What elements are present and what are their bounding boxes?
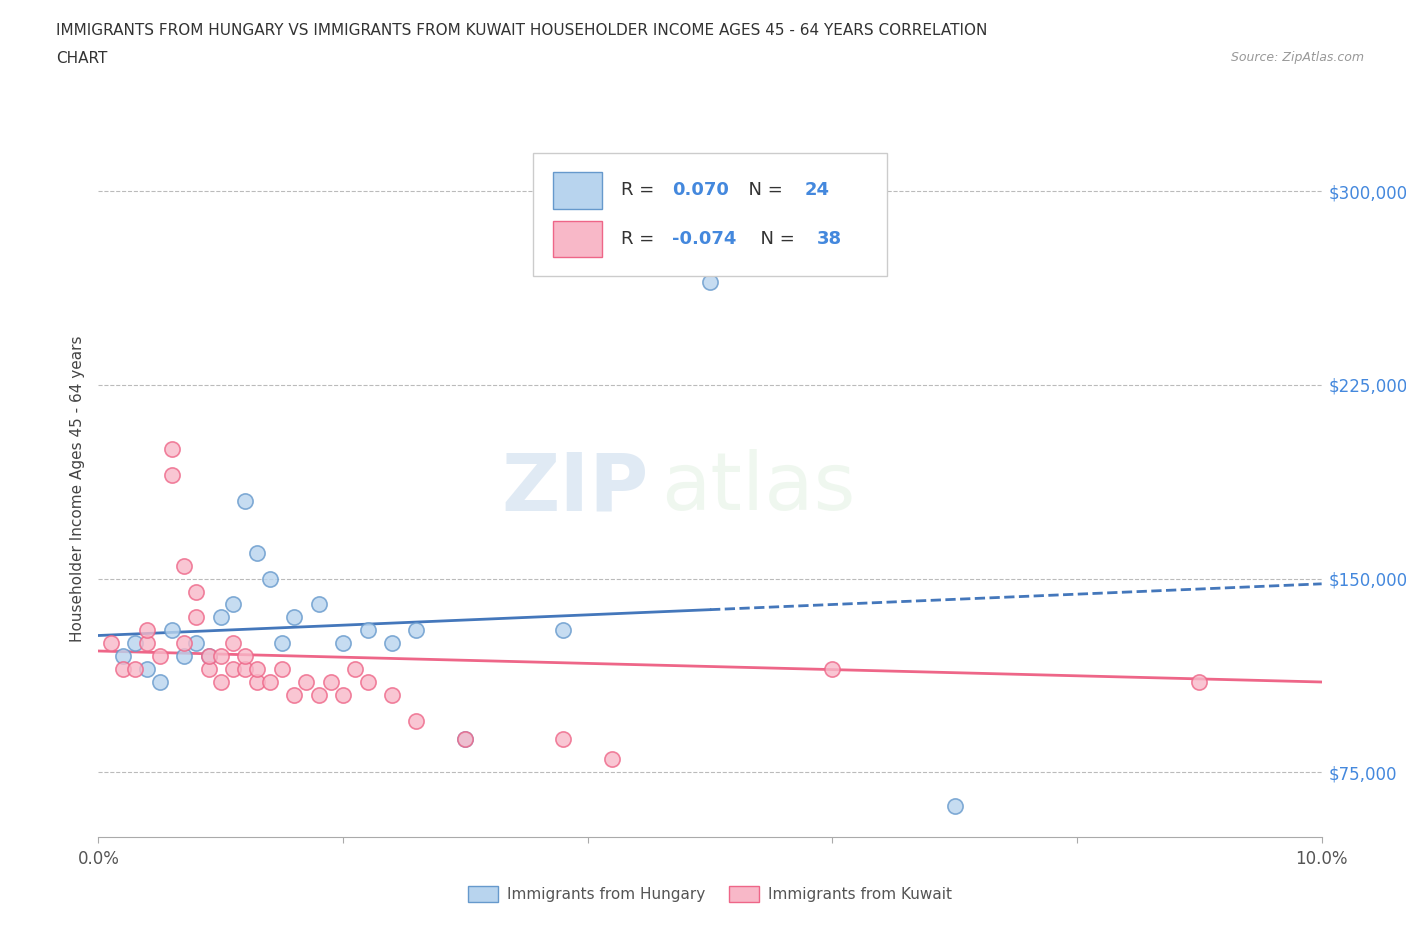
Point [405,713,427,728]
Point [222,661,245,676]
Point [270,636,292,651]
Point [136,636,159,651]
Point [160,468,183,483]
Point [173,558,195,573]
Point [149,674,172,689]
Text: Source: ZipAtlas.com: Source: ZipAtlas.com [1230,51,1364,64]
Text: R =: R = [620,181,659,199]
Point [553,731,575,746]
Point [186,610,208,625]
Text: -0.074: -0.074 [672,231,737,248]
Point [124,636,146,651]
Point [160,623,183,638]
Point [197,649,219,664]
Point [308,597,330,612]
Point [600,752,623,767]
Point [356,623,378,638]
Text: atlas: atlas [661,449,855,527]
Point [259,571,281,586]
Point [356,674,378,689]
Text: 24: 24 [804,181,830,199]
Point [259,674,281,689]
Point [149,649,172,664]
Point [821,661,844,676]
Point [381,687,404,702]
Point [270,661,292,676]
Point [246,674,269,689]
Point [222,636,245,651]
Point [186,636,208,651]
Point [173,649,195,664]
Point [283,610,305,625]
Point [381,636,404,651]
Point [246,661,269,676]
Text: N =: N = [749,231,800,248]
Point [308,687,330,702]
Point [295,674,318,689]
Text: 38: 38 [817,231,842,248]
Point [233,649,256,664]
Point [136,623,159,638]
Point [222,597,245,612]
Point [332,687,354,702]
Text: N =: N = [737,181,789,199]
Point [344,661,367,676]
Point [186,584,208,599]
Y-axis label: Householder Income Ages 45 - 64 years: Householder Income Ages 45 - 64 years [70,335,86,642]
Point [283,687,305,702]
Point [319,674,342,689]
Point [209,649,232,664]
Point [209,674,232,689]
Point [332,636,354,651]
Point [111,661,134,676]
Text: CHART: CHART [56,51,108,66]
Point [209,610,232,625]
Point [943,799,966,814]
Point [246,545,269,560]
Point [454,731,477,746]
Point [197,649,219,664]
Point [1188,674,1211,689]
Point [197,661,219,676]
Point [160,442,183,457]
Point [173,636,195,651]
Point [699,274,721,289]
Text: ZIP: ZIP [502,449,650,527]
Point [233,494,256,509]
Point [111,649,134,664]
Point [124,661,146,676]
FancyBboxPatch shape [554,221,602,258]
Point [136,661,159,676]
Point [454,731,477,746]
Text: 0.070: 0.070 [672,181,728,199]
Text: IMMIGRANTS FROM HUNGARY VS IMMIGRANTS FROM KUWAIT HOUSEHOLDER INCOME AGES 45 - 6: IMMIGRANTS FROM HUNGARY VS IMMIGRANTS FR… [56,23,987,38]
Point [405,623,427,638]
FancyBboxPatch shape [533,153,887,275]
Point [233,661,256,676]
Point [100,636,122,651]
Text: R =: R = [620,231,659,248]
Legend: Immigrants from Hungary, Immigrants from Kuwait: Immigrants from Hungary, Immigrants from… [460,878,960,910]
FancyBboxPatch shape [554,172,602,208]
Point [553,623,575,638]
